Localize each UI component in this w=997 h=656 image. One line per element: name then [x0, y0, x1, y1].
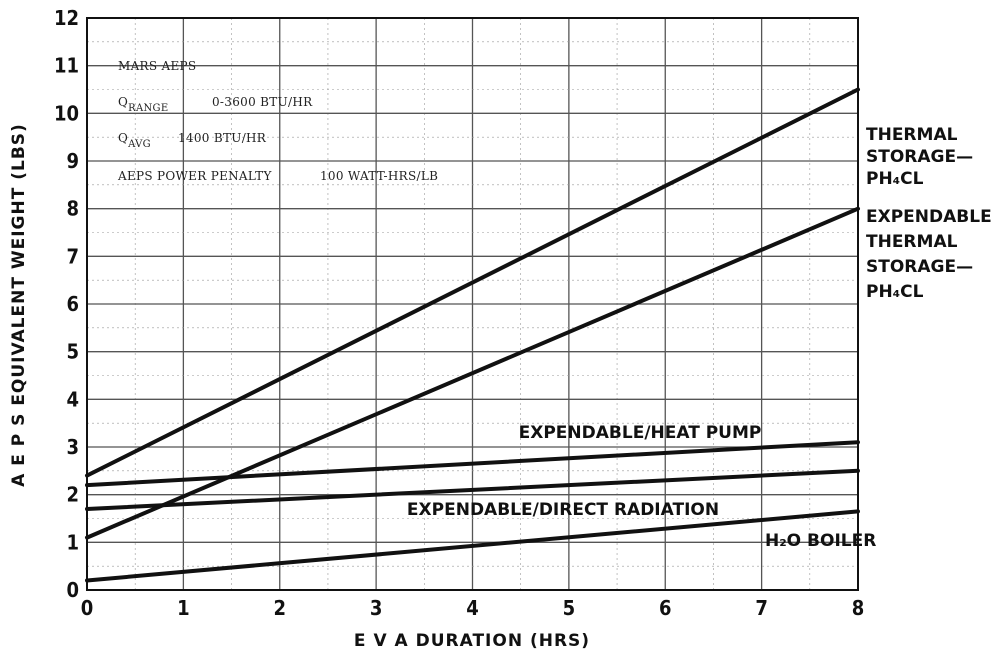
y-tick-label: 5: [66, 340, 79, 364]
x-tick-label: 8: [852, 596, 865, 620]
annotation-q-range: QRANGE 0-3600 BTU/HR: [118, 95, 313, 114]
q-range-prefix: Q: [118, 95, 128, 109]
series-label-3: EXPENDABLE/HEAT PUMP: [519, 423, 762, 443]
annotation-title: MARS AEPS: [118, 59, 196, 73]
x-tick-label: 2: [273, 596, 286, 620]
y-tick-label: 9: [66, 149, 79, 173]
y-tick-label: 2: [66, 483, 79, 507]
y-tick-label: 0: [66, 578, 79, 602]
series-label-2: PH₄CL: [866, 282, 924, 302]
q-range-value: 0-3600 BTU/HR: [212, 95, 313, 109]
y-tick-label: 3: [66, 435, 79, 459]
series-label-1: STORAGE—: [866, 147, 973, 167]
y-tick-label: 7: [66, 244, 79, 268]
q-avg-prefix: Q: [118, 131, 128, 145]
series-label-2: THERMAL: [866, 232, 958, 252]
series-label-1: THERMAL: [866, 125, 958, 145]
x-tick-label: 5: [563, 596, 576, 620]
y-tick-label: 8: [66, 197, 79, 221]
series-label-4: EXPENDABLE/DIRECT RADIATION: [407, 500, 719, 520]
annotation-box: MARS AEPS QRANGE 0-3600 BTU/HR QAVG 1400 B…: [117, 59, 438, 183]
x-tick-label: 0: [81, 596, 94, 620]
penalty-label: AEPS POWER PENALTY: [117, 169, 272, 183]
series-label-1: PH₄CL: [866, 169, 924, 189]
series-label-5: H₂O BOILER: [765, 531, 876, 551]
y-tick-label: 12: [54, 6, 79, 30]
series-label-2: STORAGE—: [866, 257, 973, 277]
x-tick-label: 1: [177, 596, 190, 620]
y-axis-title: A E P S EQUIVALENT WEIGHT (LBS): [9, 123, 29, 487]
y-tick-label: 10: [54, 101, 79, 125]
y-tick-label: 4: [66, 387, 79, 411]
x-tick-label: 4: [466, 596, 479, 620]
y-tick-label: 6: [66, 292, 79, 316]
x-tick-label: 3: [370, 596, 383, 620]
x-axis-title: E V A DURATION (HRS): [354, 631, 590, 651]
q-avg-value: 1400 BTU/HR: [178, 131, 267, 145]
x-tick-label: 6: [659, 596, 672, 620]
x-tick-labels: 0 1 2 3 4 5 6 7 8: [81, 596, 865, 620]
x-tick-label: 7: [755, 596, 768, 620]
q-range-sub: RANGE: [128, 103, 168, 114]
q-avg-sub: AVG: [127, 139, 151, 150]
annotation-q-avg: QAVG 1400 BTU/HR: [118, 131, 267, 150]
y-tick-label: 1: [66, 530, 79, 554]
penalty-value: 100 WATT-HRS/LB: [320, 169, 438, 183]
series-label-2: EXPENDABLE /: [866, 207, 997, 227]
y-tick-label: 11: [54, 54, 79, 78]
annotation-penalty: AEPS POWER PENALTY 100 WATT-HRS/LB: [117, 169, 438, 183]
